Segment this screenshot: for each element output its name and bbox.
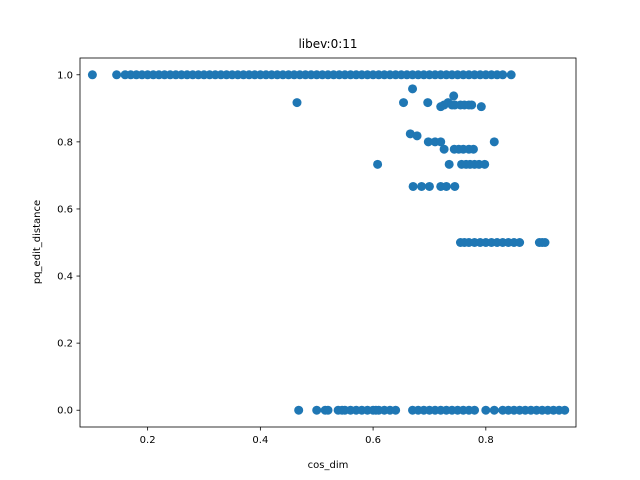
data-point bbox=[560, 405, 570, 415]
data-point bbox=[423, 137, 433, 147]
data-point bbox=[489, 405, 499, 415]
data-point bbox=[468, 144, 478, 154]
data-point bbox=[444, 159, 454, 169]
data-point bbox=[312, 405, 322, 415]
data-point bbox=[87, 70, 97, 80]
data-point bbox=[408, 84, 418, 94]
data-point bbox=[467, 100, 477, 110]
data-point bbox=[417, 181, 427, 191]
y-tick-label: 0.2 bbox=[57, 339, 73, 350]
x-tick-label: 0.2 bbox=[140, 435, 156, 446]
data-point bbox=[294, 405, 304, 415]
data-point bbox=[515, 238, 525, 247]
data-point bbox=[470, 405, 480, 415]
data-point bbox=[449, 91, 459, 101]
y-tick-label: 0.8 bbox=[57, 137, 73, 148]
x-axis-ticks: 0.2 0.4 0.6 0.8 bbox=[140, 427, 494, 446]
data-points bbox=[87, 70, 570, 415]
data-point bbox=[323, 405, 333, 415]
data-point bbox=[424, 181, 434, 191]
plot-frame bbox=[79, 57, 577, 428]
data-point bbox=[399, 98, 409, 108]
y-axis-ticks: 0.0 0.2 0.4 0.6 0.8 1.0 bbox=[57, 70, 80, 417]
x-tick-label: 0.4 bbox=[252, 435, 268, 446]
data-point bbox=[405, 129, 415, 139]
y-tick-label: 0.4 bbox=[57, 272, 73, 283]
chart-title: libev:0:11 bbox=[298, 37, 357, 51]
y-tick-label: 0.6 bbox=[57, 204, 73, 215]
data-point bbox=[506, 70, 516, 80]
data-point bbox=[540, 238, 550, 247]
data-point bbox=[489, 137, 499, 147]
x-axis-title: cos_dim bbox=[308, 460, 349, 471]
y-axis-title: pq_edit_distance bbox=[32, 200, 43, 284]
y-tick-label: 1.0 bbox=[57, 70, 73, 81]
data-point bbox=[439, 144, 449, 154]
data-point bbox=[112, 70, 122, 80]
data-point bbox=[412, 131, 422, 141]
data-point bbox=[373, 159, 383, 169]
data-point bbox=[408, 181, 418, 191]
y-tick-label: 0.0 bbox=[57, 406, 73, 417]
data-point bbox=[292, 98, 302, 108]
data-point bbox=[441, 181, 451, 191]
data-point bbox=[423, 98, 433, 108]
data-point bbox=[480, 159, 490, 169]
data-point bbox=[476, 102, 486, 112]
x-tick-label: 0.8 bbox=[478, 435, 494, 446]
data-point bbox=[391, 405, 401, 415]
data-point bbox=[450, 181, 460, 191]
data-point bbox=[436, 137, 446, 147]
data-point bbox=[498, 70, 508, 80]
data-point bbox=[481, 405, 491, 415]
x-tick-label: 0.6 bbox=[365, 435, 381, 446]
